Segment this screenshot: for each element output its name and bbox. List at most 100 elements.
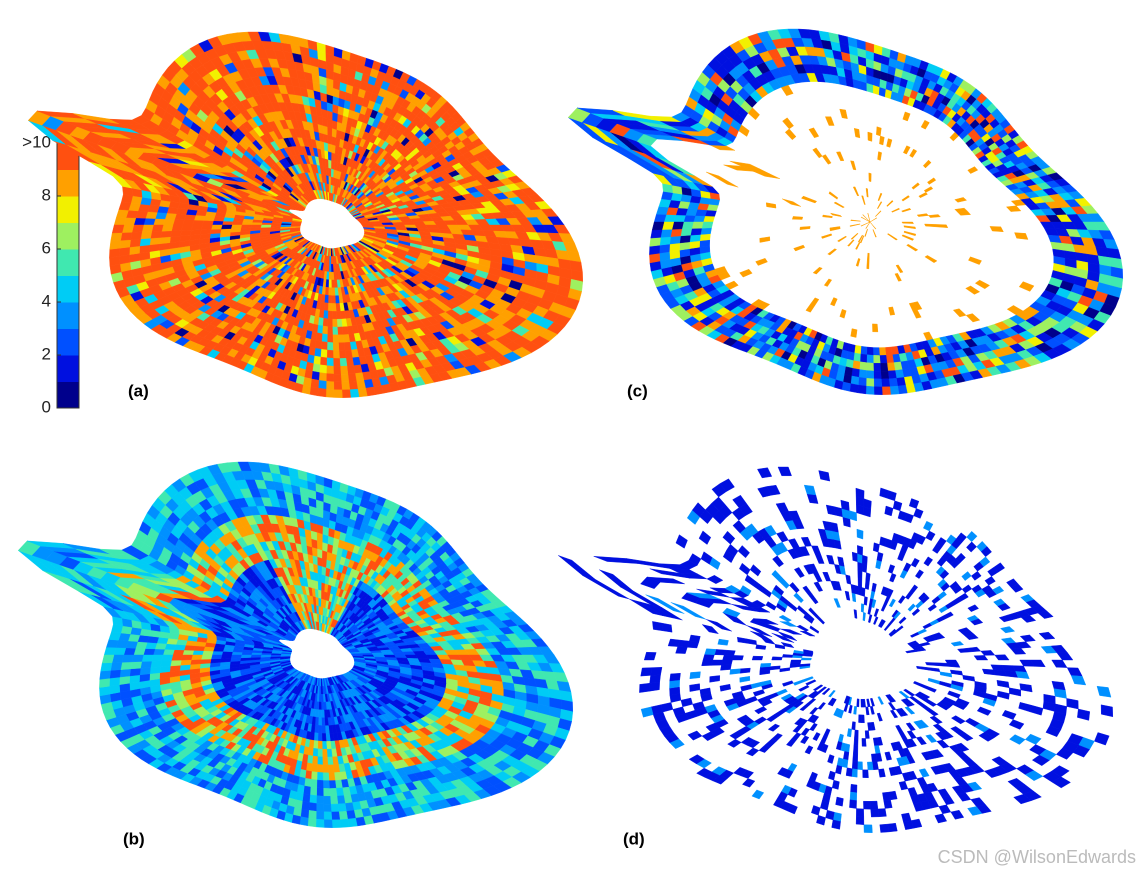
map-cell xyxy=(172,219,185,226)
map-cell xyxy=(347,373,357,383)
map-cell xyxy=(965,285,981,295)
map-cell xyxy=(116,209,129,218)
map-cell xyxy=(906,244,919,252)
map-cell xyxy=(858,377,867,387)
map-cell xyxy=(341,381,351,391)
map-cell xyxy=(887,370,897,380)
map-cell xyxy=(869,221,877,230)
map-cell xyxy=(669,235,681,245)
map-cell xyxy=(170,230,182,237)
map-cell xyxy=(312,363,321,373)
map-cell xyxy=(824,116,835,126)
map-cell xyxy=(149,243,161,252)
map-cell xyxy=(323,141,329,152)
map-cell xyxy=(201,224,213,230)
colorbar-segment xyxy=(57,222,79,250)
map-cell xyxy=(879,355,888,364)
map-cell xyxy=(337,334,345,344)
map-cell xyxy=(120,232,133,241)
map-cell xyxy=(317,572,323,583)
map-cell xyxy=(230,224,242,229)
colorbar-segment xyxy=(57,196,79,223)
map-cell xyxy=(849,383,859,394)
map-cell xyxy=(1018,281,1035,292)
map-cell xyxy=(852,186,860,197)
map-cell xyxy=(340,373,350,383)
map-cell xyxy=(799,226,811,230)
map-cell xyxy=(200,229,212,235)
map-cell xyxy=(854,344,862,355)
map-cell xyxy=(830,297,838,307)
map-cell xyxy=(866,354,874,364)
map-cell xyxy=(847,239,855,247)
map-cell xyxy=(989,226,1004,233)
map-cell xyxy=(850,160,857,171)
map-cell xyxy=(326,357,334,367)
map-cell xyxy=(860,345,868,356)
map-cell xyxy=(861,195,866,205)
map-cell xyxy=(332,358,341,367)
map-cell xyxy=(967,166,979,174)
map-cell xyxy=(894,369,905,379)
map-cell xyxy=(109,247,120,258)
map-cell xyxy=(280,224,292,228)
map-cell xyxy=(793,244,806,252)
colorbar-tick-label: >10 xyxy=(22,132,51,151)
map-cell xyxy=(872,229,877,238)
map-cell xyxy=(130,231,143,240)
map-cell xyxy=(705,171,739,188)
map-cell xyxy=(909,148,918,158)
panel-label: (c) xyxy=(627,381,648,400)
map-cell xyxy=(338,350,347,359)
map-cell xyxy=(886,138,893,148)
map-cell xyxy=(901,234,915,241)
map-cell xyxy=(850,219,861,222)
map-cell xyxy=(924,255,938,263)
map-cell xyxy=(322,317,329,327)
map-cell xyxy=(827,248,837,256)
map-cell xyxy=(709,144,736,151)
colorbar-tick-label: 0 xyxy=(42,397,51,416)
map-cell xyxy=(240,224,252,229)
map-cell xyxy=(656,206,669,215)
map-panel xyxy=(27,31,584,398)
map-cell xyxy=(301,384,311,395)
map-cell xyxy=(853,128,861,139)
map-cell xyxy=(323,302,329,312)
map-cell xyxy=(169,235,181,243)
map-cell xyxy=(877,151,882,161)
map-cell xyxy=(650,229,663,239)
map-cell xyxy=(314,340,322,350)
map-cell xyxy=(918,192,928,199)
map-cell xyxy=(349,388,360,398)
map-cell xyxy=(181,224,193,231)
map-cell xyxy=(829,212,843,218)
map-cell xyxy=(649,252,661,264)
map-cell xyxy=(974,279,990,290)
panel-label: (b) xyxy=(123,829,145,848)
map-cell xyxy=(679,241,690,251)
map-cell xyxy=(317,581,322,591)
map-cell xyxy=(923,186,934,193)
map-cell xyxy=(895,264,904,273)
map-cell xyxy=(332,334,339,344)
map-cell xyxy=(884,346,893,356)
map-cell xyxy=(193,214,206,221)
map-cell xyxy=(328,287,332,296)
map-cell xyxy=(333,373,342,383)
map-cell xyxy=(850,328,858,338)
map-cell xyxy=(324,158,329,168)
map-cell xyxy=(689,240,701,249)
map-cell xyxy=(331,287,336,296)
map-cell xyxy=(897,384,908,395)
map-cell xyxy=(333,365,341,375)
map-cell xyxy=(327,142,333,153)
map-cell xyxy=(334,295,340,304)
map-cell xyxy=(891,207,901,213)
map-cell xyxy=(344,349,353,359)
map-cell xyxy=(150,230,162,239)
map-cell xyxy=(888,378,898,387)
colorbar-tick-label: 8 xyxy=(42,185,51,204)
map-cell xyxy=(888,306,896,316)
map-cell xyxy=(331,279,335,289)
